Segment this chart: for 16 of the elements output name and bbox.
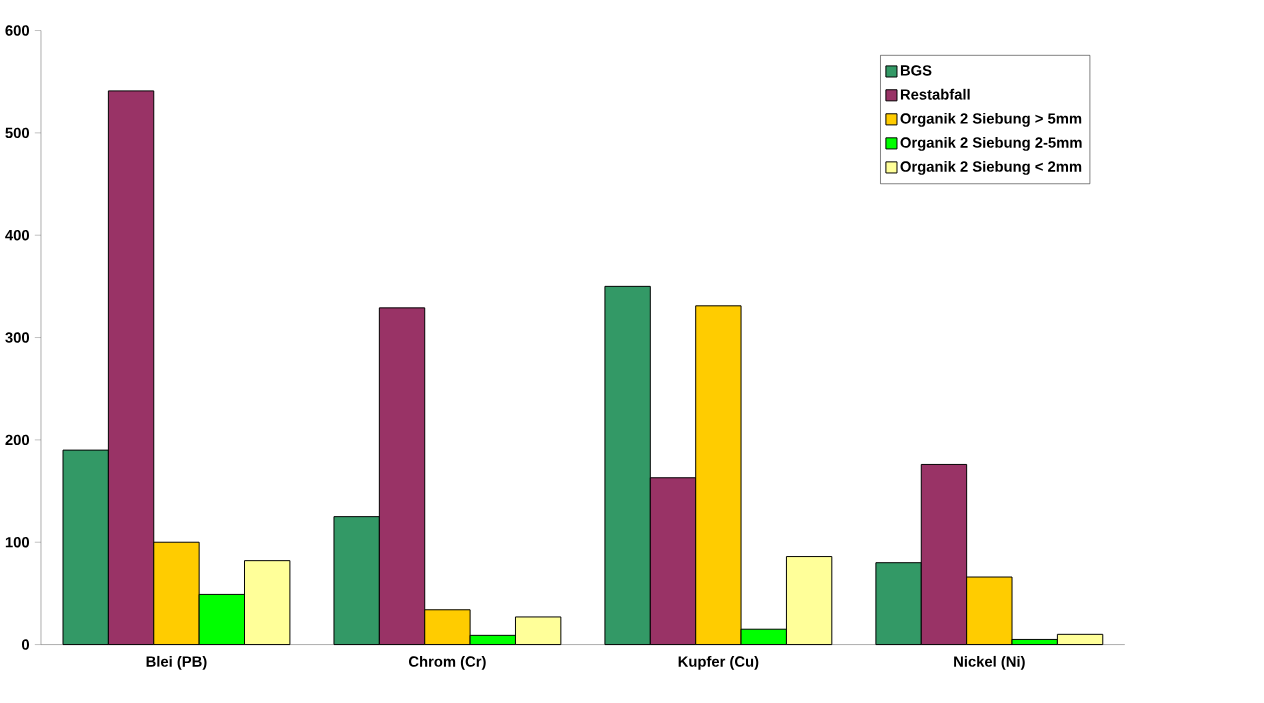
x-tick-label: Chrom (Cr)	[408, 656, 486, 670]
y-tick-label: 100	[5, 537, 30, 548]
y-tick-label: 500	[5, 127, 30, 139]
x-tick-label: Blei (PB)	[146, 656, 207, 670]
legend-label: Organik 2 Siebung > 5mm	[900, 112, 1082, 127]
y-tick-label: 0	[21, 639, 30, 650]
legend-label: Organik 2 Siebung 2-5mm	[900, 137, 1082, 151]
y-tick-label: 400	[5, 230, 30, 241]
x-tick-label: Kupfer (Cu)	[678, 656, 759, 670]
y-tick-label: 300	[5, 332, 30, 343]
legend-label: BGS	[900, 65, 932, 76]
x-tick-label: Nickel (Ni)	[954, 656, 1025, 670]
y-tick-label: 200	[5, 434, 30, 446]
legend-label: Restabfall	[900, 88, 970, 100]
y-tick-label: 600	[5, 25, 30, 36]
legend-label: Organik 2 Siebung < 2mm	[900, 161, 1082, 175]
